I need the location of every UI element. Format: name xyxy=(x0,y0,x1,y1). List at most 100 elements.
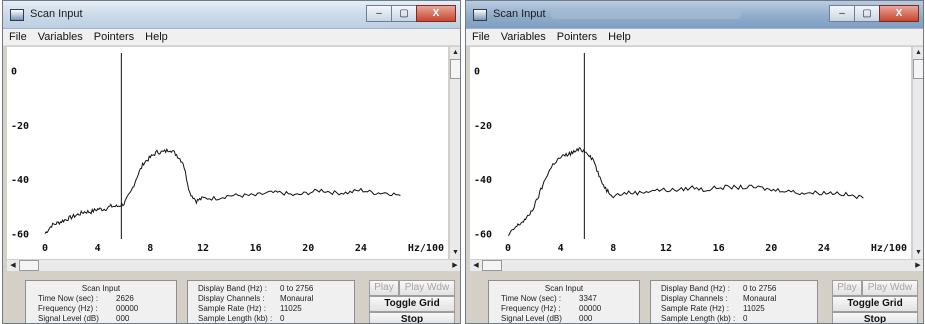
sample-length-value: 0 xyxy=(280,314,285,323)
menu-variables[interactable]: Variables xyxy=(37,31,83,43)
title-bar[interactable]: Scan Input – ▢ X xyxy=(466,1,923,29)
frequency-label: Frequency (Hz) : xyxy=(38,304,98,313)
horizontal-scrollbar[interactable]: ◀ ▶ xyxy=(470,259,923,271)
scan-panel-title: Scan Input xyxy=(81,284,121,293)
menu-help[interactable]: Help xyxy=(145,31,168,43)
spectrum-plot[interactable]: 0 -20 -40 -60 0 4 8 12 16 20 24 Hz/100 xyxy=(470,47,911,259)
vertical-scrollbar[interactable]: ▲ ▼ xyxy=(912,47,923,259)
menu-pointers[interactable]: Pointers xyxy=(93,31,135,43)
menu-file[interactable]: File xyxy=(9,31,27,43)
frequency-row: Frequency (Hz) : 00000 xyxy=(38,304,138,314)
sample-length-label: Sample Length (kb) : xyxy=(661,314,736,323)
scroll-down-arrow-icon[interactable]: ▼ xyxy=(915,249,922,256)
horizontal-scroll-thumb[interactable] xyxy=(19,260,39,271)
x-tick-label: 8 xyxy=(610,243,616,254)
scroll-up-arrow-icon[interactable]: ▲ xyxy=(452,49,459,56)
maximize-button[interactable]: ▢ xyxy=(854,5,880,22)
y-tick-label: 0 xyxy=(11,66,17,77)
display-channels-row: Display Channels : Monaural xyxy=(661,294,776,304)
title-bar[interactable]: Scan Input – ▢ X xyxy=(3,1,460,29)
scan-panel-title: Scan Input xyxy=(544,284,584,293)
display-band-value: 0 to 2756 xyxy=(743,284,777,293)
y-tick-label: -60 xyxy=(11,230,29,241)
y-tick-label: -20 xyxy=(11,121,29,132)
x-tick-label: 24 xyxy=(355,243,367,254)
menu-pointers[interactable]: Pointers xyxy=(556,31,598,43)
time-now-value: 2626 xyxy=(116,294,134,303)
scroll-up-arrow-icon[interactable]: ▲ xyxy=(915,49,922,56)
scroll-right-arrow-icon[interactable]: ▶ xyxy=(452,262,458,269)
display-band-label: Display Band (Hz) : xyxy=(198,284,267,293)
spectrum-line xyxy=(44,147,401,234)
y-tick-label: -40 xyxy=(474,175,492,186)
x-tick-label: 0 xyxy=(42,243,48,254)
sample-rate-value: 11025 xyxy=(743,304,765,313)
sample-rate-label: Sample Rate (Hz) : xyxy=(198,304,267,313)
time-now-label: Time Now (sec) : xyxy=(501,294,562,303)
x-tick-label: 16 xyxy=(713,243,725,254)
x-tick-label: 24 xyxy=(818,243,830,254)
x-unit-label: Hz/100 xyxy=(408,243,444,254)
frequency-value: 00000 xyxy=(116,304,139,313)
signal-level-label: Signal Level (dB) xyxy=(501,314,562,323)
vertical-scrollbar[interactable]: ▲ ▼ xyxy=(449,47,460,259)
sample-rate-value: 11025 xyxy=(280,304,302,313)
signal-level-label: Signal Level (dB) xyxy=(38,314,99,323)
scroll-left-arrow-icon[interactable]: ◀ xyxy=(473,262,479,269)
sample-length-row: Sample Length (kb) : 0 xyxy=(198,314,285,323)
minimize-button[interactable]: – xyxy=(366,5,392,22)
display-band-row: Display Band (Hz) : 0 to 2756 xyxy=(198,284,313,294)
x-tick-label: 12 xyxy=(660,243,672,254)
minimize-button[interactable]: – xyxy=(829,5,855,22)
display-band-label: Display Band (Hz) : xyxy=(661,284,730,293)
play-window-button[interactable]: Play Wdw xyxy=(862,280,918,296)
display-channels-value: Monaural xyxy=(743,294,777,303)
toggle-grid-button[interactable]: Toggle Grid xyxy=(832,296,918,312)
sample-length-value: 0 xyxy=(743,314,748,323)
spectrum-chart-svg: 0 -20 -40 -60 0 4 8 12 16 20 24 Hz/100 xyxy=(11,53,444,254)
blurred-title-region xyxy=(551,10,741,19)
close-button[interactable]: X xyxy=(879,5,919,22)
x-tick-label: 0 xyxy=(505,243,511,254)
horizontal-scrollbar[interactable]: ◀ ▶ xyxy=(7,259,460,271)
menu-variables[interactable]: Variables xyxy=(500,31,546,43)
display-info-panel: Display Band (Hz) : 0 to 2756 Display Cha… xyxy=(187,280,355,323)
caption-buttons: – ▢ X xyxy=(366,5,456,22)
vertical-scroll-thumb[interactable] xyxy=(450,59,460,79)
vertical-scroll-thumb[interactable] xyxy=(913,59,923,79)
display-channels-row: Display Channels : Monaural xyxy=(198,294,313,304)
display-info-panel: Display Band (Hz) : 0 to 2756 Display Cha… xyxy=(650,280,818,323)
close-button[interactable]: X xyxy=(416,5,456,22)
spectrum-plot[interactable]: 0 -20 -40 -60 0 4 8 12 16 20 24 Hz/100 xyxy=(7,47,448,259)
scan-input-window-left: Scan Input – ▢ X File Variables Pointers… xyxy=(2,0,461,324)
display-channels-label: Display Channels : xyxy=(661,294,728,303)
scroll-left-arrow-icon[interactable]: ◀ xyxy=(10,262,16,269)
time-now-value: 3347 xyxy=(579,294,597,303)
stop-button[interactable]: Stop xyxy=(832,312,918,323)
time-now-label: Time Now (sec) : xyxy=(38,294,99,303)
menu-file[interactable]: File xyxy=(472,31,490,43)
maximize-button[interactable]: ▢ xyxy=(391,5,417,22)
sample-length-row: Sample Length (kb) : 0 xyxy=(661,314,748,323)
window-title: Scan Input xyxy=(493,8,546,20)
x-tick-label: 4 xyxy=(95,243,101,254)
x-unit-label: Hz/100 xyxy=(871,243,907,254)
horizontal-scroll-thumb[interactable] xyxy=(482,260,502,271)
toggle-grid-button[interactable]: Toggle Grid xyxy=(369,296,455,312)
play-button[interactable]: Play xyxy=(832,280,862,296)
display-band-value: 0 to 2756 xyxy=(280,284,314,293)
signal-level-value: 000 xyxy=(116,314,130,323)
sample-rate-row: Sample Rate (Hz) : 11025 xyxy=(661,304,765,314)
time-now-row: Time Now (sec) : 3347 xyxy=(501,294,597,304)
play-button[interactable]: Play xyxy=(369,280,399,296)
scroll-down-arrow-icon[interactable]: ▼ xyxy=(452,249,459,256)
sample-rate-label: Sample Rate (Hz) : xyxy=(661,304,730,313)
stop-button[interactable]: Stop xyxy=(369,312,455,323)
y-tick-label: 0 xyxy=(474,66,480,77)
x-tick-label: 8 xyxy=(147,243,153,254)
scroll-right-arrow-icon[interactable]: ▶ xyxy=(915,262,921,269)
caption-buttons: – ▢ X xyxy=(829,5,919,22)
menu-help[interactable]: Help xyxy=(608,31,631,43)
play-window-button[interactable]: Play Wdw xyxy=(399,280,455,296)
